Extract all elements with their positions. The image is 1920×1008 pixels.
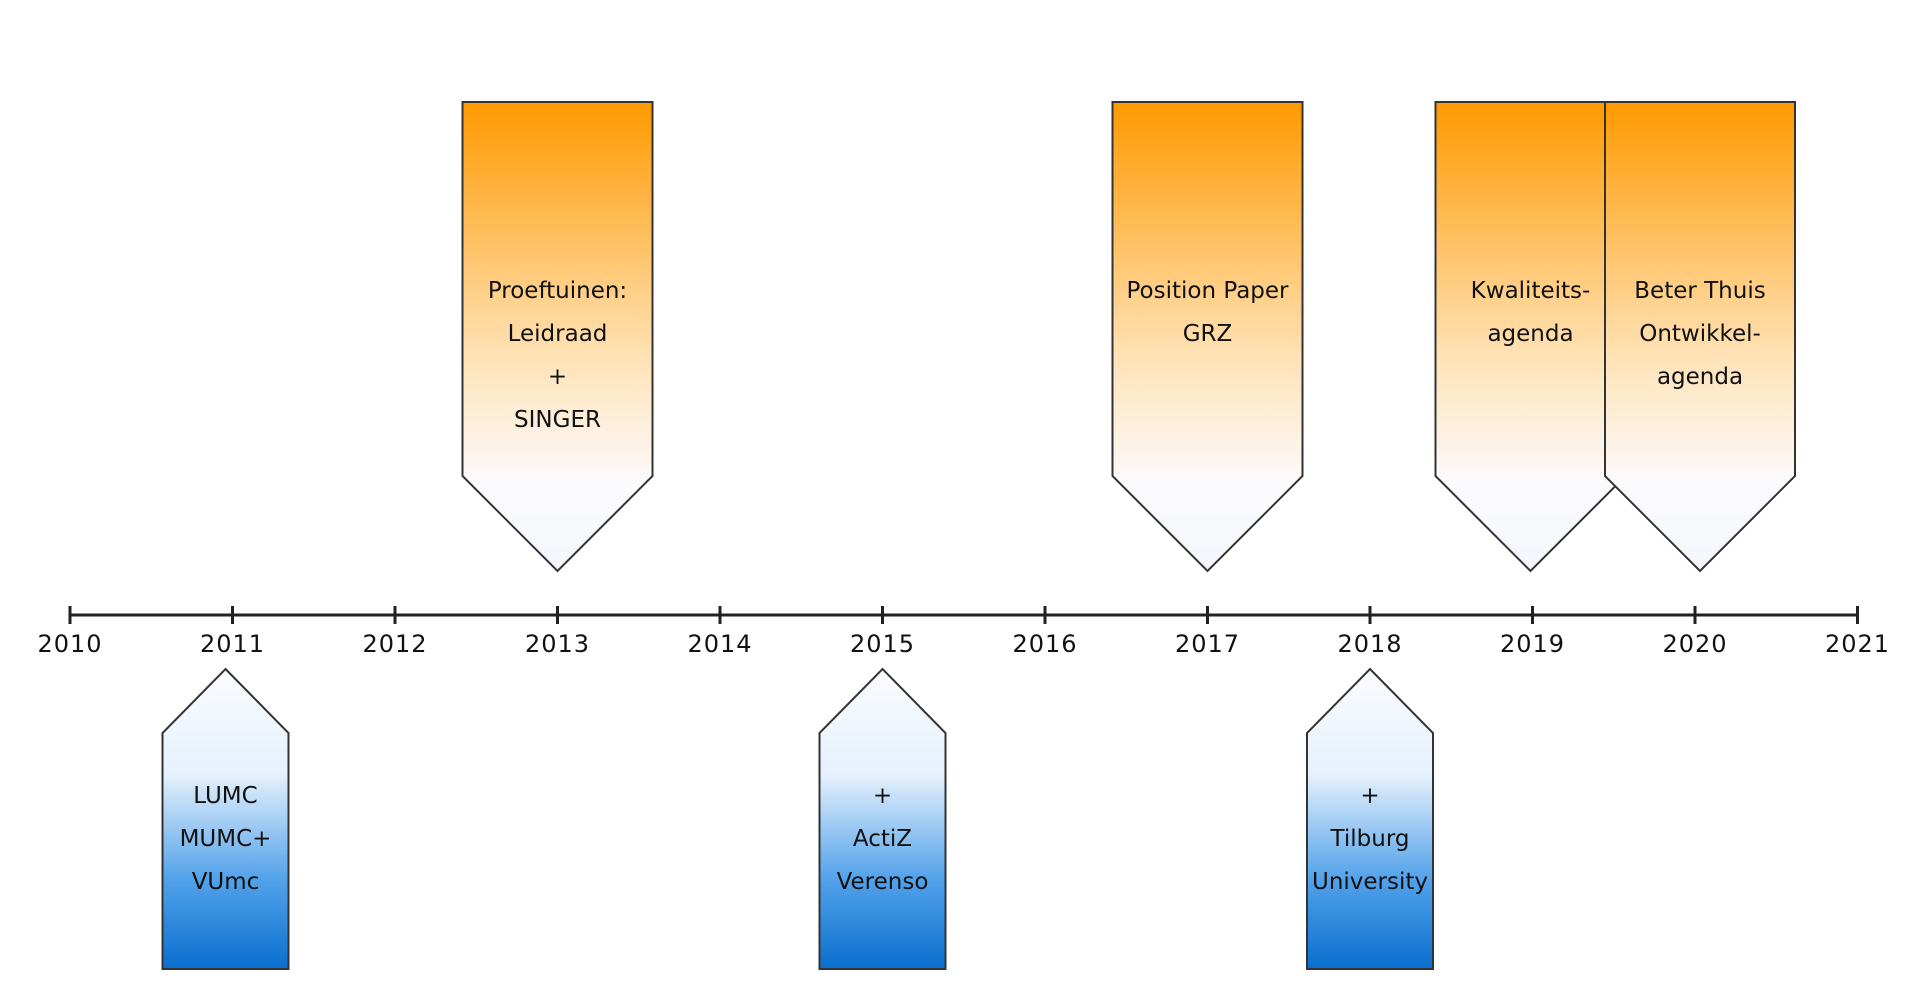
marker-text-position-paper-1: GRZ — [1183, 321, 1233, 347]
marker-tilburg: + Tilburg University — [1306, 667, 1434, 970]
year-label-2017: 2017 — [1175, 630, 1240, 658]
marker-text-proeftuinen-2: + — [548, 364, 567, 390]
axis-ticks — [68, 606, 1859, 624]
year-label-2019: 2019 — [1500, 630, 1565, 658]
marker-text-actiz-2: Verenso — [837, 869, 929, 895]
marker-text-tilburg-2: University — [1312, 869, 1428, 895]
marker-text-beter-thuis-2: agenda — [1657, 364, 1743, 390]
marker-text-proeftuinen-3: SINGER — [514, 407, 601, 433]
marker-beter-thuis: Beter Thuis Ontwikkel-agenda — [1604, 101, 1796, 573]
year-label-2014: 2014 — [687, 630, 752, 658]
marker-text-tilburg-0: + — [1360, 783, 1379, 809]
marker-proeftuinen: Proeftuinen: Leidraad + SINGER — [461, 101, 654, 573]
marker-text-proeftuinen-1: Leidraad — [508, 321, 608, 347]
marker-kwaliteitsagenda: Kwaliteits-agenda — [1434, 101, 1627, 573]
marker-text-proeftuinen-0: Proeftuinen: — [488, 278, 627, 304]
marker-shape-lumc — [161, 667, 290, 970]
marker-text-actiz-1: ActiZ — [853, 826, 912, 852]
marker-text-beter-thuis-1: Ontwikkel- — [1639, 321, 1761, 347]
marker-actiz: + ActiZ Verenso — [818, 667, 947, 970]
marker-shape-actiz — [818, 667, 947, 970]
year-label-2010: 2010 — [37, 630, 102, 658]
marker-lumc: LUMC MUMC+ VUmc — [161, 667, 290, 970]
marker-text-position-paper-0: Position Paper — [1127, 278, 1290, 304]
year-label-2020: 2020 — [1662, 630, 1727, 658]
year-labels: 2010 2011 2012 2013 2014 2015 2016 2017 2018 2019… — [37, 630, 1890, 658]
marker-text-kwaliteitsagenda-1: agenda — [1487, 321, 1573, 347]
year-label-2015: 2015 — [850, 630, 915, 658]
marker-text-beter-thuis-0: Beter Thuis — [1634, 278, 1765, 304]
year-label-2013: 2013 — [525, 630, 590, 658]
bottom-markers: LUMC MUMC+ VUmc + ActiZ Verenso + Tilburg Univer… — [161, 667, 1434, 970]
marker-text-actiz-0: + — [873, 783, 892, 809]
marker-position-paper: Position Paper GRZ — [1111, 101, 1304, 573]
year-label-2021: 2021 — [1825, 630, 1890, 658]
year-label-2016: 2016 — [1012, 630, 1077, 658]
marker-shape-beter-thuis — [1604, 101, 1796, 573]
year-label-2012: 2012 — [362, 630, 427, 658]
marker-text-tilburg-1: Tilburg — [1330, 826, 1410, 852]
marker-shape-kwaliteitsagenda — [1434, 101, 1627, 573]
marker-text-kwaliteitsagenda-0: Kwaliteits- — [1471, 278, 1591, 304]
marker-shape-position-paper — [1111, 101, 1304, 573]
marker-shape-tilburg — [1306, 667, 1434, 970]
marker-text-lumc-0: LUMC — [193, 783, 257, 809]
year-label-2018: 2018 — [1337, 630, 1402, 658]
year-label-2011: 2011 — [200, 630, 265, 658]
marker-text-lumc-1: MUMC+ — [180, 826, 272, 852]
top-markers: Proeftuinen: Leidraad + SINGER Position Pape… — [461, 101, 1796, 573]
marker-text-lumc-2: VUmc — [192, 869, 260, 895]
marker-shape-proeftuinen — [461, 101, 654, 573]
